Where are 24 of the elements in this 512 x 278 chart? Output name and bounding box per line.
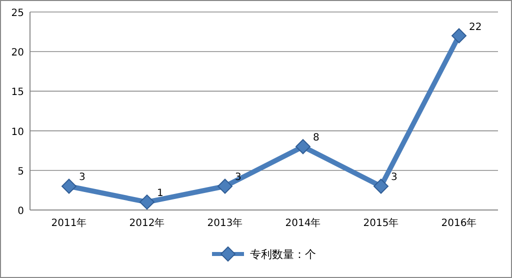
x-tick-label: 2016年 bbox=[441, 217, 477, 229]
data-label: 8 bbox=[313, 132, 320, 144]
point bbox=[296, 139, 310, 154]
data-label: 3 bbox=[79, 172, 86, 184]
data-label: 1 bbox=[157, 188, 164, 200]
y-tick-label: 10 bbox=[11, 126, 24, 138]
y-tick-label: 0 bbox=[18, 206, 24, 217]
x-tick-label: 2012年 bbox=[129, 217, 165, 229]
point bbox=[374, 178, 388, 194]
point bbox=[218, 178, 232, 194]
y-tick-label: 5 bbox=[18, 166, 24, 178]
point bbox=[452, 28, 466, 44]
point bbox=[62, 178, 76, 194]
data-label: 22 bbox=[469, 22, 482, 33]
y-tick-label: 15 bbox=[11, 87, 24, 98]
data-label: 3 bbox=[391, 172, 398, 184]
y-tick-label: 20 bbox=[11, 48, 24, 59]
x-tick-label: 2014年 bbox=[285, 217, 321, 229]
x-tick-label: 2011年 bbox=[51, 217, 87, 229]
x-tick-label: 2015年 bbox=[363, 217, 399, 229]
point bbox=[140, 194, 154, 210]
legend-label: 专利数量：个 bbox=[250, 248, 316, 261]
x-tick-label: 2013年 bbox=[207, 217, 243, 229]
y-tick-label: 25 bbox=[11, 8, 24, 19]
